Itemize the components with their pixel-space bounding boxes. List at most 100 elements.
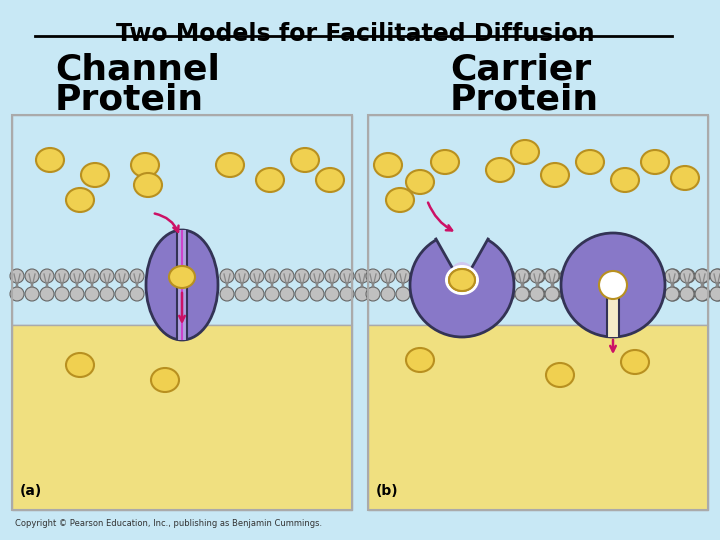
Text: (a): (a) <box>20 484 42 498</box>
Circle shape <box>25 269 39 283</box>
Circle shape <box>696 287 710 301</box>
Circle shape <box>696 269 710 283</box>
Circle shape <box>280 287 294 301</box>
Circle shape <box>636 269 650 283</box>
Ellipse shape <box>541 163 569 187</box>
Text: (b): (b) <box>376 484 399 498</box>
Ellipse shape <box>449 269 475 291</box>
Circle shape <box>606 269 620 283</box>
Text: Protein: Protein <box>55 82 204 116</box>
Circle shape <box>265 269 279 283</box>
Ellipse shape <box>66 353 94 377</box>
Circle shape <box>355 269 369 283</box>
Circle shape <box>591 269 605 283</box>
Circle shape <box>530 269 544 283</box>
Circle shape <box>599 271 627 299</box>
Circle shape <box>666 269 680 283</box>
Circle shape <box>621 287 635 301</box>
Ellipse shape <box>486 158 514 182</box>
Circle shape <box>546 287 560 301</box>
Bar <box>368 325 708 510</box>
Circle shape <box>531 287 545 301</box>
Circle shape <box>530 287 544 301</box>
Circle shape <box>265 287 279 301</box>
Ellipse shape <box>386 188 414 212</box>
Circle shape <box>501 287 515 301</box>
Circle shape <box>235 269 249 283</box>
Circle shape <box>410 233 514 337</box>
Circle shape <box>576 269 590 283</box>
Circle shape <box>560 269 574 283</box>
Circle shape <box>250 269 264 283</box>
Ellipse shape <box>406 170 434 194</box>
Bar <box>177 230 187 340</box>
Circle shape <box>70 269 84 283</box>
Circle shape <box>10 287 24 301</box>
Circle shape <box>235 287 249 301</box>
Circle shape <box>606 287 620 301</box>
Circle shape <box>220 269 234 283</box>
Circle shape <box>310 287 324 301</box>
Ellipse shape <box>449 269 475 291</box>
Circle shape <box>546 269 560 283</box>
Text: Copyright © Pearson Education, Inc., publishing as Benjamin Cummings.: Copyright © Pearson Education, Inc., pub… <box>15 519 322 528</box>
Circle shape <box>381 269 395 283</box>
Circle shape <box>665 287 679 301</box>
Ellipse shape <box>146 230 218 340</box>
Circle shape <box>250 287 264 301</box>
Circle shape <box>396 269 410 283</box>
Circle shape <box>650 287 664 301</box>
Circle shape <box>680 269 694 283</box>
Circle shape <box>621 269 635 283</box>
Circle shape <box>325 287 339 301</box>
Ellipse shape <box>216 153 244 177</box>
Ellipse shape <box>374 153 402 177</box>
Bar <box>12 115 352 325</box>
Circle shape <box>561 287 575 301</box>
Text: Two Models for Facilitated Diffusion: Two Models for Facilitated Diffusion <box>116 22 594 46</box>
Circle shape <box>515 287 529 301</box>
Circle shape <box>130 269 144 283</box>
Ellipse shape <box>576 150 604 174</box>
Wedge shape <box>434 229 490 285</box>
Circle shape <box>710 269 720 283</box>
Circle shape <box>325 269 339 283</box>
Circle shape <box>651 287 665 301</box>
Circle shape <box>561 233 665 337</box>
Circle shape <box>695 269 709 283</box>
Circle shape <box>681 269 695 283</box>
Circle shape <box>681 287 695 301</box>
Circle shape <box>396 287 410 301</box>
Circle shape <box>411 287 425 301</box>
Circle shape <box>411 269 425 283</box>
Ellipse shape <box>621 350 649 374</box>
Ellipse shape <box>511 140 539 164</box>
Circle shape <box>295 287 309 301</box>
Circle shape <box>381 287 395 301</box>
Circle shape <box>545 269 559 283</box>
Ellipse shape <box>611 168 639 192</box>
Circle shape <box>55 269 69 283</box>
Bar <box>607 277 619 337</box>
Circle shape <box>650 269 664 283</box>
Circle shape <box>516 287 530 301</box>
Circle shape <box>516 269 530 283</box>
Circle shape <box>560 287 574 301</box>
Circle shape <box>680 287 694 301</box>
Circle shape <box>500 269 514 283</box>
Text: Carrier: Carrier <box>450 52 591 86</box>
Circle shape <box>515 269 529 283</box>
Ellipse shape <box>406 348 434 372</box>
Ellipse shape <box>546 363 574 387</box>
Circle shape <box>355 287 369 301</box>
Circle shape <box>710 287 720 301</box>
Circle shape <box>310 269 324 283</box>
Circle shape <box>25 287 39 301</box>
Circle shape <box>651 269 665 283</box>
Circle shape <box>576 287 590 301</box>
Ellipse shape <box>641 150 669 174</box>
Circle shape <box>280 269 294 283</box>
Ellipse shape <box>431 150 459 174</box>
Circle shape <box>55 287 69 301</box>
Circle shape <box>295 269 309 283</box>
